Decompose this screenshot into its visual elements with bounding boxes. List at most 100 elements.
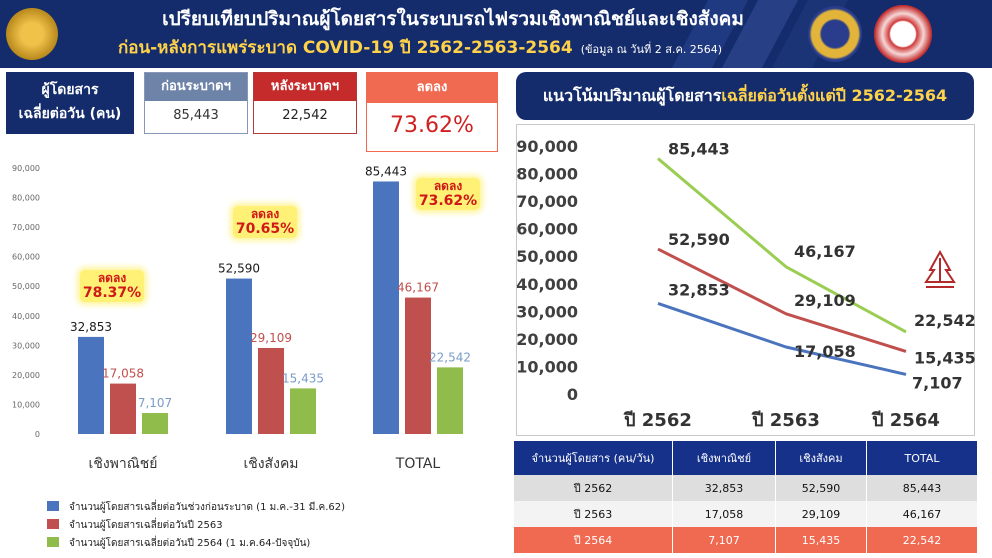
- decrease-value: 73.62%: [390, 113, 474, 138]
- table-header-row: จำนวนผู้โดยสาร (คน/วัน) เชิงพาณิชย์ เชิง…: [514, 441, 978, 475]
- bar-value-label: 52,590: [218, 262, 260, 276]
- bar-value-label: 85,443: [365, 164, 407, 178]
- decrease-annotation: ลดลง 78.37%: [80, 270, 144, 302]
- legend-item-2564: จำนวนผู้โดยสารเฉลี่ยต่อวันปี 2564 (1 ม.ค…: [47, 536, 310, 551]
- point-value-label: 15,435: [914, 348, 975, 367]
- table-cell: ปี 2562: [514, 475, 673, 501]
- y-tick-label: 80,000: [516, 165, 578, 184]
- header-banner: เปรียบเทียบปริมาณผู้โดยสารในระบบรถไฟรวมเ…: [0, 0, 992, 68]
- decrease-box: ลดลง 73.62%: [366, 72, 498, 152]
- y-tick-label: 90,000: [12, 164, 40, 173]
- line-chart: 0 10,000 20,000 30,000 40,000 50,000 60,000 70,…: [516, 137, 975, 431]
- before-outbreak-label: ก่อนระบาดฯ: [145, 73, 247, 101]
- summary-label-box: ผู้โดยสาร เฉลี่ยต่อวัน (คน): [6, 72, 134, 134]
- y-tick-label: 60,000: [12, 253, 40, 262]
- y-tick-label: 80,000: [12, 194, 40, 203]
- bar: [78, 336, 104, 434]
- legend-swatch-2563: [47, 519, 59, 529]
- legend-item-2563: จำนวนผู้โดยสารเฉลี่ยต่อวันปี 2563: [47, 518, 223, 533]
- y-tick-label: 0: [567, 385, 578, 404]
- before-outbreak-box: ก่อนระบาดฯ 85,443: [144, 72, 248, 134]
- y-tick-label: 90,000: [516, 137, 578, 156]
- x-category-label: เชิงพาณิชย์: [89, 455, 158, 472]
- x-category-label: ปี 2562: [623, 410, 692, 431]
- y-tick-label: 10,000: [12, 400, 40, 409]
- after-outbreak-value: 22,542: [282, 108, 328, 123]
- y-tick-label: 10,000: [516, 357, 578, 376]
- series-line: [657, 302, 907, 376]
- ministry-emblem-icon: [6, 8, 58, 60]
- y-tick-label: 30,000: [516, 302, 578, 321]
- summary-label-line1: ผู้โดยสาร: [41, 82, 99, 98]
- table-row: ปี 2562 32,853 52,590 85,443: [514, 475, 978, 501]
- table-header-cell: เชิงพาณิชย์: [672, 441, 776, 475]
- table-cell: ปี 2564: [514, 527, 673, 553]
- decrease-annotation-value: 78.37%: [82, 285, 142, 301]
- legend-item-before: จำนวนผู้โดยสารเฉลี่ยต่อวันช่วงก่อนระบาด …: [47, 500, 345, 515]
- y-tick-label: 50,000: [12, 282, 40, 291]
- table-cell: 7,107: [672, 527, 776, 553]
- legend-swatch-2564: [47, 537, 59, 547]
- table-cell: ปี 2563: [514, 501, 673, 527]
- table-cell: 22,542: [866, 527, 978, 553]
- trend-title-prefix: แนวโน้มปริมาณผู้โดยสาร: [542, 86, 722, 105]
- page-title: เปรียบเทียบปริมาณผู้โดยสารในระบบรถไฟรวมเ…: [162, 8, 744, 30]
- bar: [226, 278, 252, 434]
- table-cell: 15,435: [775, 527, 867, 553]
- before-outbreak-value: 85,443: [173, 108, 219, 123]
- bar: [142, 412, 168, 434]
- point-value-label: 22,542: [914, 311, 975, 330]
- decrease-annotation-value: 70.65%: [235, 221, 295, 237]
- y-tick-label: 70,000: [12, 223, 40, 232]
- decrease-annotation: ลดลง 73.62%: [416, 178, 480, 210]
- table-cell: 46,167: [866, 501, 978, 527]
- table-row: ปี 2564 7,107 15,435 22,542: [514, 527, 978, 553]
- passenger-table: จำนวนผู้โดยสาร (คน/วัน) เชิงพาณิชย์ เชิง…: [514, 441, 978, 553]
- point-value-label: 85,443: [668, 140, 730, 159]
- point-value-label: 7,107: [912, 373, 963, 392]
- bar-value-label: 17,058: [102, 367, 144, 381]
- data-date-note: (ข้อมูล ณ วันที่ 2 ส.ค. 2564): [580, 43, 723, 56]
- table-header-cell: จำนวนผู้โดยสาร (คน/วัน): [514, 441, 673, 475]
- railway-seal-icon: [874, 5, 932, 63]
- y-tick-label: 70,000: [516, 192, 578, 211]
- bar-value-label: 29,109: [250, 331, 292, 345]
- decrease-annotation-label: ลดลง: [433, 179, 463, 193]
- bar-chart: 0 10,000 20,000 30,000 40,000 50,000 60,000 70,…: [12, 164, 471, 472]
- table-cell: 17,058: [672, 501, 776, 527]
- table-row: ปี 2563 17,058 29,109 46,167: [514, 501, 978, 527]
- decrease-annotation-value: 73.62%: [418, 193, 478, 209]
- bar: [258, 347, 284, 434]
- table-header-cell: เชิงสังคม: [775, 441, 867, 475]
- trend-title-box: แนวโน้มปริมาณผู้โดยสารเฉลี่ยต่อวันตั้งแต…: [516, 72, 974, 120]
- table-cell: 32,853: [672, 475, 776, 501]
- point-value-label: 46,167: [794, 242, 856, 261]
- trend-title-highlight: เฉลี่ยต่อวันตั้งแต่ปี 2562-2564: [721, 86, 948, 105]
- table-cell: 29,109: [775, 501, 867, 527]
- bar: [437, 367, 463, 434]
- y-tick-label: 30,000: [12, 341, 40, 350]
- y-tick-label: 60,000: [516, 220, 578, 239]
- page-subtitle: ก่อน-หลังการแพร่ระบาด COVID-19 ปี 2562-2…: [118, 38, 723, 58]
- bar-value-label: 15,435: [282, 371, 324, 385]
- y-tick-label: 20,000: [12, 371, 40, 380]
- x-category-label: เชิงสังคม: [243, 456, 298, 472]
- bar: [373, 181, 399, 434]
- y-tick-label: 50,000: [516, 247, 578, 266]
- department-seal-icon: [808, 6, 862, 62]
- after-outbreak-label: หลังระบาดฯ: [254, 73, 356, 101]
- legend-swatch-before: [47, 501, 59, 511]
- y-tick-label: 40,000: [516, 275, 578, 294]
- point-value-label: 52,590: [668, 230, 730, 249]
- line-chart-frame: [516, 124, 975, 436]
- bar-value-label: 7,107: [138, 396, 172, 410]
- x-category-label: ปี 2564: [871, 410, 940, 431]
- decrease-label: ลดลง: [367, 73, 497, 103]
- summary-label-line2: เฉลี่ยต่อวัน (คน): [18, 106, 122, 122]
- bar-value-label: 46,167: [397, 281, 439, 295]
- bar: [110, 383, 136, 434]
- y-tick-label: 20,000: [516, 330, 578, 349]
- table-cell: 85,443: [866, 475, 978, 501]
- bar-value-label: 22,542: [429, 350, 471, 364]
- table-header-cell: TOTAL: [866, 441, 978, 475]
